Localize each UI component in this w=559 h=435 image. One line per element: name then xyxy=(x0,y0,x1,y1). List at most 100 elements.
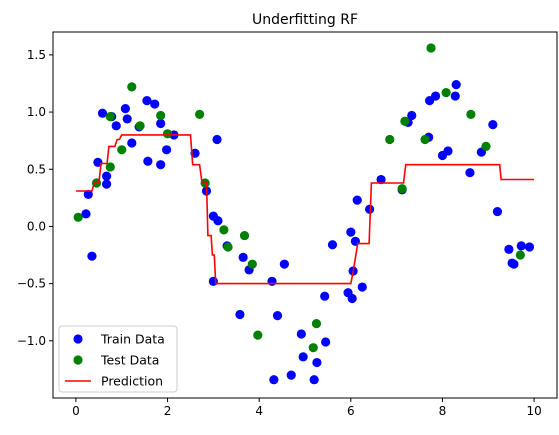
data-point xyxy=(466,109,476,119)
data-point xyxy=(156,118,166,129)
data-point xyxy=(127,82,137,92)
data-point xyxy=(87,251,97,261)
data-point xyxy=(238,252,248,262)
data-point xyxy=(400,116,410,126)
series-train-data xyxy=(81,80,535,385)
data-point xyxy=(239,230,250,241)
data-point xyxy=(269,375,279,385)
legend: Train Data Test Data Prediction xyxy=(58,325,178,393)
data-point xyxy=(426,43,436,53)
data-point xyxy=(516,241,526,251)
data-point xyxy=(312,357,322,368)
data-point xyxy=(488,120,498,130)
data-point xyxy=(83,189,93,200)
data-point xyxy=(492,206,503,217)
data-point xyxy=(451,80,461,90)
data-point xyxy=(212,134,222,145)
data-point xyxy=(235,309,245,320)
x-tick-label: 6 xyxy=(347,404,355,418)
data-point xyxy=(321,337,331,347)
data-point xyxy=(223,242,233,252)
x-tick-label: 0 xyxy=(72,404,80,418)
data-point xyxy=(296,329,306,339)
axis-ticks: 0 2 4 6 8 10 −1.0 −0.5 0.0 0.5 1.0 1.5 xyxy=(17,48,542,418)
y-tick-label: 0.5 xyxy=(27,162,46,176)
data-point xyxy=(524,242,535,252)
series-test-data xyxy=(73,43,525,353)
data-point xyxy=(150,99,160,109)
data-point xyxy=(105,112,115,122)
data-point xyxy=(346,227,356,237)
legend-marker xyxy=(73,355,83,365)
data-point xyxy=(515,250,525,260)
data-point xyxy=(253,330,263,340)
y-tick-label: −0.5 xyxy=(17,277,46,291)
data-point xyxy=(105,162,115,172)
y-tick-label: 0.0 xyxy=(27,219,46,233)
legend-box xyxy=(58,325,178,393)
data-point xyxy=(272,311,283,321)
data-point xyxy=(465,168,475,178)
data-point xyxy=(208,276,218,286)
data-point xyxy=(385,134,395,145)
data-point xyxy=(308,343,318,353)
data-point xyxy=(441,88,451,98)
data-point xyxy=(311,319,322,329)
data-point xyxy=(81,209,91,219)
data-point xyxy=(450,91,460,101)
data-point xyxy=(320,291,330,301)
data-point xyxy=(102,179,112,189)
y-tick-label: 1.5 xyxy=(27,48,46,62)
y-tick-label: 1.0 xyxy=(27,105,46,119)
plot-area xyxy=(73,43,535,385)
data-point xyxy=(267,276,277,286)
legend-marker xyxy=(73,334,83,344)
data-point xyxy=(443,146,453,156)
chart-title: Underfitting RF xyxy=(252,12,358,28)
data-point xyxy=(420,134,430,145)
data-point xyxy=(122,114,132,124)
data-point xyxy=(120,104,130,114)
data-point xyxy=(102,171,112,181)
x-tick-label: 4 xyxy=(255,404,263,418)
legend-label: Prediction xyxy=(101,374,163,389)
data-point xyxy=(97,108,108,118)
axes-frame xyxy=(52,31,558,399)
data-point xyxy=(156,110,166,121)
data-point xyxy=(430,91,441,101)
data-point xyxy=(142,96,152,106)
legend-label: Train Data xyxy=(100,332,165,347)
data-point xyxy=(309,375,319,385)
data-point xyxy=(298,352,308,362)
data-point xyxy=(504,244,514,254)
legend-label: Test Data xyxy=(100,353,159,368)
data-point xyxy=(195,109,205,119)
data-point xyxy=(143,156,153,166)
data-point xyxy=(352,195,362,205)
data-point xyxy=(357,282,367,292)
data-point xyxy=(327,240,338,250)
data-point xyxy=(347,293,357,304)
data-point xyxy=(219,225,229,235)
x-tick-label: 8 xyxy=(439,404,447,418)
data-point xyxy=(117,145,127,155)
x-tick-label: 2 xyxy=(164,404,172,418)
data-point xyxy=(73,212,83,222)
data-point xyxy=(213,216,223,226)
data-point xyxy=(127,138,137,148)
data-point xyxy=(156,160,166,170)
y-tick-label: −1.0 xyxy=(17,334,46,348)
data-point xyxy=(397,184,407,194)
data-point xyxy=(135,121,145,131)
data-point xyxy=(376,174,386,185)
data-point xyxy=(350,236,360,246)
data-point xyxy=(286,370,296,380)
data-point xyxy=(407,110,417,121)
data-point xyxy=(200,178,210,188)
data-point xyxy=(111,121,121,131)
data-point xyxy=(279,259,289,269)
data-point xyxy=(481,141,491,151)
data-point xyxy=(162,129,173,139)
data-point xyxy=(509,259,519,269)
